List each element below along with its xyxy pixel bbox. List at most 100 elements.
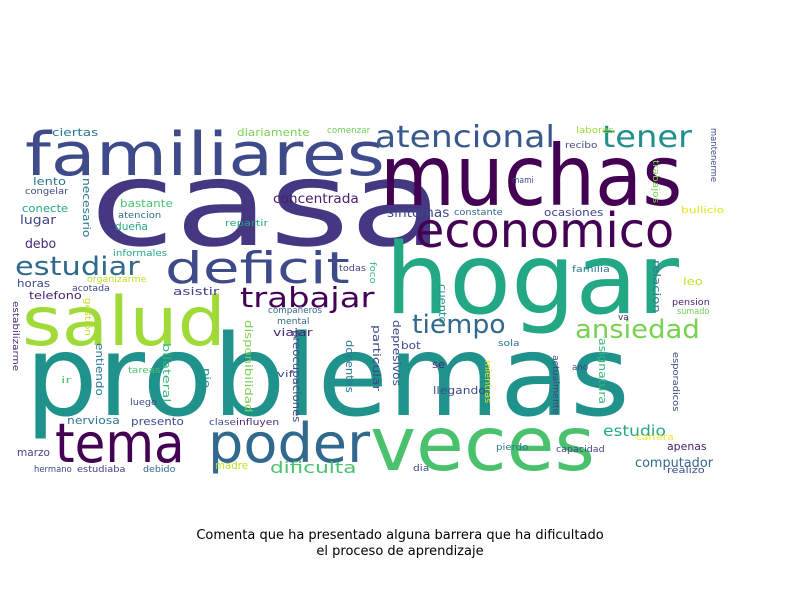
- word-dia: dia: [413, 464, 429, 474]
- word-disponibilidad: disponibilidad: [242, 320, 255, 412]
- word-sola: sola: [498, 339, 520, 349]
- word-trabajar: trabajar: [240, 281, 375, 314]
- word-atencion: atencion: [118, 211, 161, 221]
- caption-line-1: Comenta que ha presentado alguna barrera…: [196, 528, 604, 543]
- word-ano: ano: [572, 363, 589, 373]
- word-casa: casa: [90, 135, 444, 273]
- word-pie: pie: [200, 368, 213, 388]
- word-muchas: muchas: [380, 127, 682, 225]
- word-tareas: tareas: [128, 366, 161, 376]
- word-lugar: lugar: [20, 213, 56, 227]
- word-estudio: estudio: [603, 422, 666, 440]
- word-tema: tema: [55, 412, 185, 475]
- word-duena: dueña: [115, 220, 148, 233]
- word-ir: ir: [61, 376, 72, 386]
- word-capacidad: capacidad: [556, 445, 605, 455]
- word-informales: informales: [113, 249, 167, 259]
- word-estudiaba: estudiaba: [77, 465, 126, 475]
- word-concentrada: concentrada: [273, 192, 359, 207]
- word-presento: presento: [131, 415, 184, 428]
- word-estabilizarme: estabilizarme: [10, 301, 20, 372]
- word-atencional: atencional: [375, 120, 555, 155]
- word-ocasiones: ocasiones: [544, 206, 604, 219]
- word-constante: constante: [454, 208, 503, 218]
- word-poder: poder: [208, 412, 371, 475]
- word-familia: familia: [572, 265, 610, 275]
- word-organizarme: organizarme: [87, 275, 147, 285]
- word-realizo: realizo: [667, 466, 705, 476]
- word-lento: lento: [33, 175, 66, 188]
- word-economico: economico: [415, 203, 674, 259]
- word-pension: pension: [672, 298, 710, 308]
- word-dificulta: dificulta: [270, 458, 356, 477]
- word-carrera: carrera: [636, 433, 674, 443]
- word-telefono: telefono: [29, 289, 82, 302]
- word-mental: mental: [277, 317, 309, 327]
- word-esporadicos: esporadicos: [670, 352, 680, 412]
- word-debido: debido: [143, 465, 176, 475]
- word-horas: horas: [17, 277, 50, 290]
- word-viajar: viajar: [273, 326, 313, 339]
- word-congelar: congelar: [25, 187, 69, 197]
- word-llegando: llegando: [433, 384, 486, 397]
- word-relacion: relacion: [650, 260, 663, 313]
- word-mami: mami: [512, 176, 534, 186]
- word-cuento: cuento: [436, 284, 449, 324]
- word-hermano: hermano: [34, 465, 72, 475]
- word-leo: leo: [683, 275, 703, 288]
- word-va: va: [618, 313, 629, 323]
- word-ansiedad: ansiedad: [575, 315, 700, 345]
- word-bilateral: bilateral: [160, 343, 173, 402]
- word-necesario: necesario: [80, 178, 93, 238]
- word-docentes: docentes: [343, 340, 356, 393]
- word-comenzar: comenzar: [327, 126, 370, 136]
- word-companeros: compañeros: [268, 306, 322, 316]
- word-tiempo: tiempo: [412, 310, 506, 340]
- word-deficit: deficit: [165, 243, 350, 294]
- word-preocupaciones: preocupaciones: [290, 330, 303, 423]
- word-nerviosa: nerviosa: [67, 414, 120, 427]
- word-labores: labores: [576, 126, 614, 136]
- word-entiendo: entiendo: [93, 343, 106, 396]
- word-influyen: influyen: [236, 418, 279, 428]
- word-clase: clase: [209, 418, 237, 428]
- caption-line-2: el proceso de aprendizaje: [316, 544, 484, 559]
- word-madre: madre: [215, 459, 248, 472]
- word-gestion: gestión: [82, 298, 93, 336]
- word-diariamente: diariamente: [237, 126, 310, 139]
- word-bullicio: bullicio: [681, 206, 725, 216]
- word-foco: foco: [367, 262, 377, 284]
- word-estudiar: estudiar: [15, 252, 140, 282]
- word-particular: particular: [370, 325, 383, 392]
- word-bot: bot: [401, 339, 422, 352]
- word-ciertas: ciertas: [52, 126, 99, 139]
- word-hogar: hogar: [385, 223, 680, 337]
- word-trabajos: trabajos: [650, 160, 660, 204]
- word-debo: debo: [25, 237, 56, 252]
- word-computador: computador: [635, 456, 714, 471]
- word-depresivos: depresivos: [390, 320, 403, 386]
- word-conecte: conecte: [22, 202, 68, 215]
- word-repartir: repartir: [225, 219, 269, 229]
- word-se: se: [432, 358, 445, 371]
- chart-caption: Comenta que ha presentado alguna barrera…: [0, 528, 800, 560]
- word-recibo: recibo: [565, 141, 598, 151]
- word-bastante: bastante: [120, 197, 173, 210]
- word-veces: veces: [370, 400, 595, 488]
- word-mientras: mientras: [482, 360, 492, 404]
- word-salud: salud: [22, 283, 226, 362]
- word-problemas: problemas: [25, 312, 630, 442]
- word-vif: vif: [277, 370, 294, 380]
- word-sumado: sumado: [677, 307, 710, 317]
- word-sintomas: sintomas: [387, 206, 450, 221]
- word-actualmente: actualmente: [550, 355, 560, 415]
- word-apenas: apenas: [667, 440, 707, 453]
- word-familiares: familiares: [25, 120, 385, 190]
- word-asignatura: asignatura: [596, 338, 609, 404]
- word-marzo: marzo: [17, 446, 50, 459]
- word-todas: todas: [339, 264, 366, 274]
- word-acotada: acotada: [72, 284, 110, 294]
- word-asistir: asistir: [173, 285, 220, 298]
- word-pierdo: pierdo: [496, 443, 529, 453]
